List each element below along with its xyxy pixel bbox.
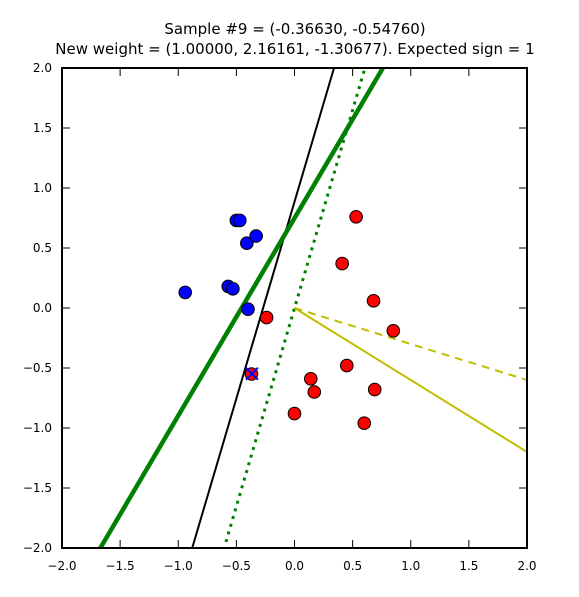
line-4-dashed	[294, 307, 527, 381]
line-2-dotted	[224, 69, 366, 543]
ytick-label-5: 0.5	[33, 241, 52, 255]
xtick-label-3: −0.5	[222, 559, 251, 573]
point-s0-5	[240, 236, 254, 250]
highlight-sample-marker	[245, 367, 259, 381]
ytick-label-0: −2.0	[23, 541, 52, 555]
point-s0-4	[233, 213, 247, 228]
points-layer	[178, 210, 401, 431]
point-s1-8	[367, 382, 382, 397]
point-s1-4	[259, 310, 274, 325]
point-s1-3	[386, 324, 401, 338]
point-s0-2	[226, 282, 240, 296]
xtick-label-4: 0.0	[285, 559, 304, 573]
ytick-label-7: 1.5	[33, 121, 52, 135]
xtick-label-2: −1.0	[164, 559, 193, 573]
point-s0-0	[178, 285, 193, 300]
ytick-label-1: −1.5	[23, 481, 52, 495]
xtick-label-7: 1.5	[459, 559, 478, 573]
xtick-label-5: 0.5	[343, 559, 362, 573]
chart-title-line1: Sample #9 = (-0.36630, -0.54760)	[164, 20, 425, 38]
xtick-label-1: −1.5	[106, 559, 135, 573]
point-s1-10	[287, 406, 302, 421]
point-s1-9	[307, 385, 322, 399]
line-3-solid	[293, 307, 527, 453]
ticks-layer: −2.0 −1.5 −1.0 −0.5 0.0 0.5 1.0 1.5 2.0 −2.0 −1.5 −…	[23, 61, 537, 573]
point-s1-1	[335, 256, 349, 271]
plot-frame	[61, 67, 528, 549]
ytick-label-6: 1.0	[33, 181, 52, 195]
line-0-solid	[191, 68, 335, 548]
ytick-label-4: 0.0	[33, 301, 52, 315]
xtick-label-6: 1.0	[401, 559, 420, 573]
chart-title-line2: New weight = (1.00000, 2.16161, -1.30677…	[55, 40, 534, 58]
point-s0-6	[249, 229, 263, 243]
xtick-label-8: 2.0	[517, 559, 536, 573]
point-s1-11	[357, 416, 372, 431]
ytick-label-2: −1.0	[23, 421, 52, 435]
ytick-label-8: 2.0	[33, 61, 52, 75]
point-s1-2	[366, 294, 381, 308]
point-s1-6	[303, 372, 318, 386]
lines-layer	[98, 68, 527, 548]
ytick-label-3: −0.5	[23, 361, 52, 375]
point-s1-7	[340, 358, 354, 373]
xtick-label-0: −2.0	[47, 559, 76, 573]
point-s0-7	[241, 302, 255, 317]
point-s1-0	[349, 210, 363, 224]
